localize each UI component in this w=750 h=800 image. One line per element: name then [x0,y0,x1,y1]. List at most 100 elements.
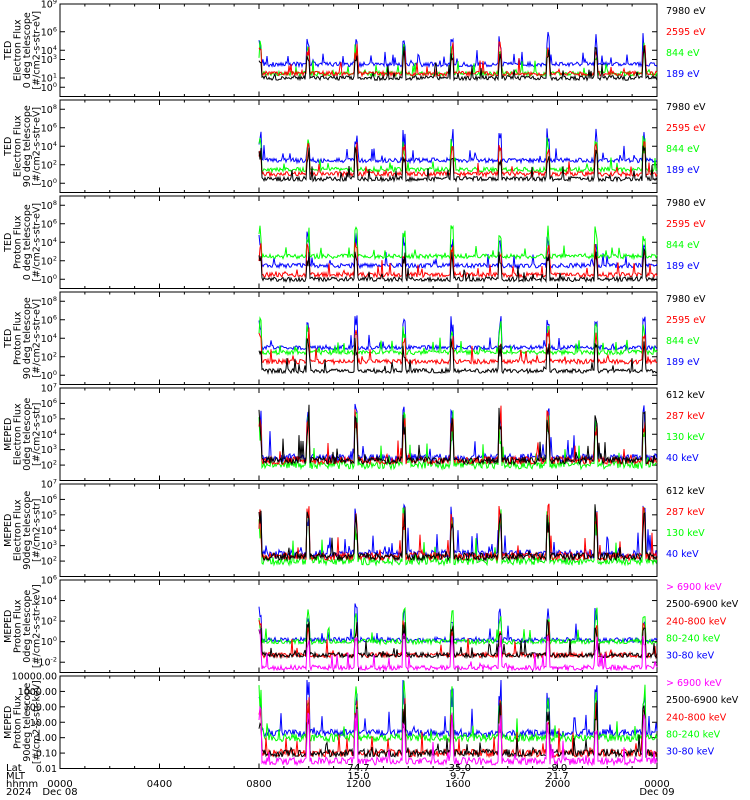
series-trace [258,619,658,660]
y-tick-label: 10000.00 [12,672,57,683]
series-trace [258,231,658,270]
y-tick-label: 106 [41,574,57,587]
legend-entry: 2595 eV [666,27,706,38]
y-tick-label: 102 [41,459,57,472]
y-axis-label-line: Electron Flux [12,19,23,81]
y-axis-label-line: 0 deg telescope [22,204,33,280]
legend-entry: 612 keV [666,486,705,497]
legend-entry: > 6900 keV [666,678,722,689]
legend-entry: 7980 eV [666,102,706,113]
series-trace [258,697,658,759]
legend-entry: 189 eV [666,357,700,368]
series-trace [258,629,658,672]
y-tick-label: 105 [41,508,57,521]
y-tick-label: 104 [41,428,57,441]
y-axis-label-line: MEPED [3,706,14,739]
y-axis-label-line: 90 deg telescope [22,297,33,379]
y-axis-label-line: MEPED [3,610,14,643]
y-axis-label: MEPEDProton Flux90deg telescope[#/cm2-s-… [3,680,43,764]
series-trace [258,705,658,767]
y-tick-label: 106 [41,121,57,134]
footer-label-year: 2024 [6,787,31,798]
y-axis-label: TEDElectron Flux0 deg telescope[#/cm2-s-… [3,11,43,90]
series-trace [258,315,658,352]
y-axis-label-line: [#/cm2-s-str-eV] [31,203,42,282]
y-axis-label-line: TED [3,329,14,349]
legend-entry: 130 keV [666,432,705,443]
y-tick-label: 10-2 [38,656,57,669]
y-axis-label-line: Proton Flux [12,599,23,653]
orbit-lat: 74.7 [347,763,369,774]
y-axis-label-line: 90deg telescope [22,491,33,570]
series-trace [258,247,658,284]
y-tick-label: 100 [41,177,57,190]
y-axis-label: MEPEDProton Flux0deg telescope[#/cm2-s-s… [3,584,43,668]
x-tick-label: 2000 [545,779,570,790]
y-tick-label: 102 [41,615,57,628]
y-axis-label: TEDElectron Flux90 deg telescope[#/cm2-s… [3,105,43,187]
orbit-mlt: 21.7 [546,771,568,782]
y-tick-label: 1.00 [36,733,57,744]
date-label: Dec 09 [639,787,674,798]
y-tick-label: 102 [41,254,57,267]
y-axis-label-line: [#/cm2-s-str-eV] [31,299,42,378]
y-axis-label: TEDProton Flux0 deg telescope[#/cm2-s-st… [3,203,43,282]
y-tick-label: 104 [41,140,57,153]
series-trace [258,145,658,183]
y-axis-label-line: Proton Flux [12,695,23,749]
y-tick-label: 104 [41,594,57,607]
y-axis-label-line: Proton Flux [12,215,23,269]
y-tick-label: 100 [41,369,57,382]
plot-frame [59,579,658,673]
legend-entry: 7980 eV [666,294,706,305]
footer-label-mlt: MLT [6,771,26,782]
x-tick-label: 1600 [445,779,470,790]
y-tick-label: 103 [41,53,57,66]
y-tick-label: 102 [41,350,57,363]
time-axis-footer: Lat MLT hhmm 2024 0000 0400 0800 1200 1600 20… [6,763,675,798]
y-tick-label: 102 [41,158,57,171]
y-axis-label-line: [#/cm2-s-str-eV] [31,11,42,90]
series-trace [258,135,658,174]
series-trace [258,128,658,165]
legend-entry: > 6900 keV [666,582,722,593]
legend-entry: 844 eV [666,144,700,155]
y-tick-label: 108 [41,295,57,308]
legend-entry: 287 keV [666,507,705,518]
y-tick-label: 100 [41,635,57,648]
y-tick-label: 106 [41,217,57,230]
y-axis-label-line: 90deg telescope [22,683,33,762]
y-axis-label-line: [#/cm2-s-str] [31,499,42,562]
y-tick-label: 0.10 [36,749,57,760]
legend-entry: 2595 eV [666,123,706,134]
legend-entry: 189 eV [666,69,700,80]
legend-entry: 2595 eV [666,315,706,326]
series-trace [258,141,658,179]
series-trace [258,506,658,567]
y-axis-label-line: [#/cm2-s-str-keV] [31,584,42,668]
x-tick-label: 0400 [147,779,172,790]
legend-entry: 844 eV [666,336,700,347]
legend-entry: 189 eV [666,165,700,176]
y-axis-label: MEPEDElectron Flux0deg telescope[#/cm2-s… [3,398,43,471]
series-trace [258,410,658,471]
x-tick-label: 0000 [47,779,72,790]
y-axis-label-line: 90 deg telescope [22,105,33,187]
y-tick-label: 106 [41,493,57,506]
plot-frame [59,99,658,193]
legend-entry: 30-80 keV [666,651,715,662]
y-axis-label-line: [#/cm2-s-str-eV] [31,107,42,186]
y-tick-label: 107 [41,382,57,395]
y-tick-label: 108 [41,199,57,212]
orbit-lat: -8.0 [548,763,568,774]
y-tick-label: 1000.00 [18,687,57,698]
series-trace [258,404,658,467]
y-tick-label: 106 [41,313,57,326]
